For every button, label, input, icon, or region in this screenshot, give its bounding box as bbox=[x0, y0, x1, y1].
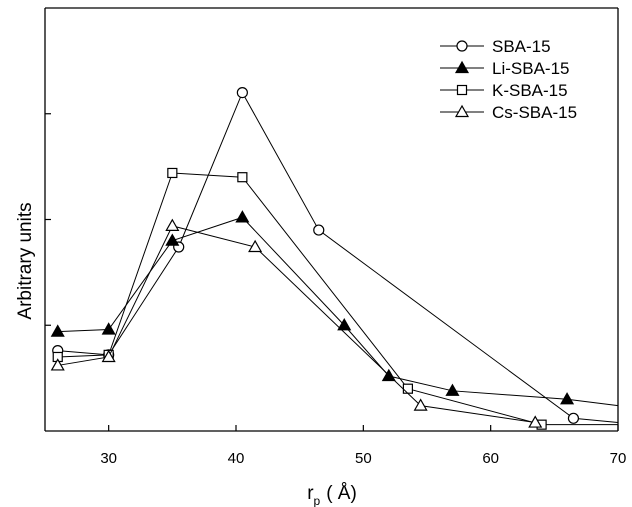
data-point-cs-sba-15-0 bbox=[50, 358, 65, 371]
axes bbox=[44, 7, 619, 432]
series-line-li-sba-15 bbox=[57, 216, 619, 407]
x-axis-label-main: r bbox=[307, 483, 314, 504]
data-point-k-sba-15-2 bbox=[167, 167, 178, 179]
legend-marker-cs-sba-15 bbox=[454, 104, 470, 118]
legend-item-sba-15: SBA-15 bbox=[440, 37, 551, 56]
series-cs-sba-15 bbox=[50, 218, 543, 428]
data-point-sba-15-4 bbox=[313, 224, 325, 236]
data-point-cs-sba-15-2 bbox=[165, 218, 180, 231]
series-k-sba-15 bbox=[52, 167, 618, 430]
x-tick-label-60: 60 bbox=[482, 450, 499, 467]
series-sba-15 bbox=[52, 86, 619, 424]
x-tick-label-50: 50 bbox=[355, 450, 372, 467]
data-point-k-sba-15-4 bbox=[402, 383, 413, 394]
legend-item-cs-sba-15: Cs-SBA-15 bbox=[440, 103, 577, 122]
legend-marker-li-sba-15 bbox=[454, 60, 470, 74]
legend: SBA-15 Li-SBA-15 K-SBA-15 Cs-SBA-15 bbox=[440, 37, 577, 122]
series-li-sba-15 bbox=[50, 210, 619, 407]
x-axis-label: rp ( Å) bbox=[307, 483, 357, 507]
data-point-li-sba-15-0 bbox=[50, 324, 65, 337]
data-point-cs-sba-15-4 bbox=[413, 398, 428, 411]
data-point-li-sba-15-1 bbox=[101, 322, 116, 335]
data-point-sba-15-3 bbox=[236, 86, 248, 99]
series-line-sba-15 bbox=[57, 91, 619, 424]
legend-label-k-sba-15: K-SBA-15 bbox=[492, 81, 568, 100]
data-point-li-sba-15-2 bbox=[165, 233, 180, 246]
series-line-k-sba-15 bbox=[57, 172, 618, 426]
data-point-li-sba-15-4 bbox=[337, 318, 352, 331]
x-tick-label-70: 70 bbox=[610, 450, 627, 467]
data-point-li-sba-15-7 bbox=[560, 392, 575, 405]
x-tick-label-30: 30 bbox=[100, 450, 117, 467]
x-tick-label-40: 40 bbox=[228, 450, 245, 467]
legend-marker-k-sba-15 bbox=[456, 84, 468, 96]
data-point-li-sba-15-3 bbox=[235, 210, 250, 223]
data-point-sba-15-5 bbox=[567, 412, 580, 424]
x-axis-label-unit: ( Å) bbox=[326, 483, 357, 504]
legend-label-li-sba-15: Li-SBA-15 bbox=[492, 59, 569, 78]
data-point-li-sba-15-6 bbox=[445, 383, 460, 396]
legend-item-k-sba-15: K-SBA-15 bbox=[440, 81, 568, 100]
ticks: 30 40 50 60 70 bbox=[45, 113, 627, 467]
data-point-cs-sba-15-5 bbox=[528, 415, 543, 428]
y-axis-label: Arbitrary units bbox=[15, 202, 36, 319]
x-axis-label-subscript: p bbox=[314, 494, 321, 507]
legend-label-cs-sba-15: Cs-SBA-15 bbox=[492, 103, 577, 122]
data-point-cs-sba-15-3 bbox=[248, 239, 263, 253]
data-point-k-sba-15-3 bbox=[237, 172, 248, 183]
data-point-cs-sba-15-1 bbox=[101, 349, 116, 363]
legend-marker-sba-15 bbox=[456, 40, 468, 52]
series-line-cs-sba-15 bbox=[57, 225, 536, 424]
legend-label-sba-15: SBA-15 bbox=[492, 37, 551, 56]
legend-item-li-sba-15: Li-SBA-15 bbox=[440, 59, 569, 78]
series bbox=[50, 86, 619, 430]
